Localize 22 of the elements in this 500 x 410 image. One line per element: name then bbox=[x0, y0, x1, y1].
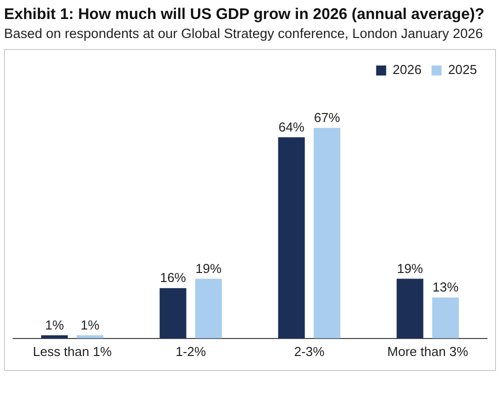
x-tick-label: 1-2% bbox=[176, 344, 206, 359]
bar bbox=[278, 137, 305, 338]
data-label: 67% bbox=[314, 110, 340, 125]
legend-label: 2025 bbox=[448, 62, 477, 78]
data-label: 64% bbox=[278, 119, 305, 134]
bar bbox=[160, 288, 186, 338]
x-tick-label: More than 3% bbox=[387, 344, 469, 359]
data-label: 19% bbox=[196, 260, 222, 276]
chart-title: Exhibit 1: How much will US GDP grow in 2026 (annual average)? bbox=[4, 6, 486, 24]
data-label: 1% bbox=[80, 317, 100, 332]
bar bbox=[396, 278, 424, 338]
bar bbox=[314, 128, 340, 338]
data-label: 13% bbox=[432, 280, 459, 295]
bar bbox=[195, 278, 222, 338]
bar bbox=[432, 298, 459, 338]
x-tick-label: 2-3% bbox=[294, 344, 325, 359]
data-label: 16% bbox=[160, 270, 186, 286]
data-label: 19% bbox=[396, 260, 424, 276]
chart-subtitle: Based on respondents at our Global Strategy conference, London January 2026 bbox=[4, 26, 484, 41]
x-tick-label: Less than 1% bbox=[32, 344, 112, 359]
legend-label: 2026 bbox=[392, 62, 422, 78]
data-label: 1% bbox=[45, 317, 64, 332]
